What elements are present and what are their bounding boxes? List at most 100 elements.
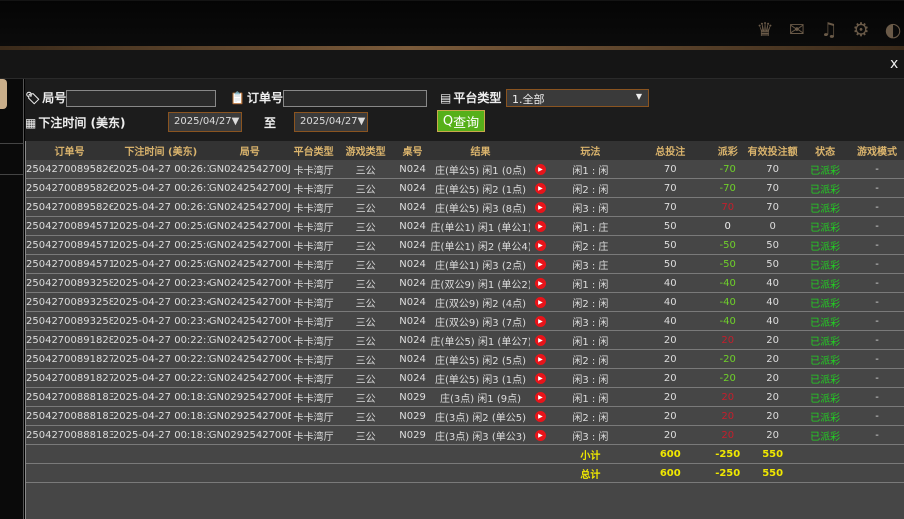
valid-bet-cell: 70	[766, 163, 780, 175]
valid-bet-cell: 50	[766, 239, 780, 251]
bet-type-cell: 闲3 : 闲	[572, 431, 609, 443]
total-bet-cell: 50	[663, 220, 677, 232]
replay-button[interactable]: ▶	[530, 410, 550, 422]
total-bet-cell: 20	[663, 372, 677, 384]
round-input[interactable]	[66, 90, 216, 107]
date-to-select[interactable]: 2025/04/27▼	[294, 112, 368, 132]
settings-icon[interactable]: ⚙	[852, 19, 870, 41]
close-button[interactable]: x	[890, 56, 899, 72]
query-button[interactable]: Q 查询	[437, 110, 485, 132]
order-id-cell: 250427008932585	[26, 296, 113, 308]
platform-cell: 卡卡湾厅	[293, 431, 334, 443]
play-icon: ▶	[534, 183, 546, 194]
replay-button[interactable]: ▶	[530, 201, 550, 213]
more-icon[interactable]: ◐	[884, 19, 902, 41]
total-bet-cell: 40	[663, 315, 677, 327]
bet-time-cell: 2025-04-27 00:22:14	[112, 372, 209, 384]
clipboard-icon: 📋	[230, 90, 245, 105]
table-id-cell: N024	[399, 182, 426, 194]
vip-icon[interactable]: ♛	[756, 19, 774, 41]
order-id-cell: 250427008918279	[26, 353, 113, 365]
search-icon: Q	[442, 113, 454, 129]
platform-cell: 卡卡湾厅	[293, 374, 334, 386]
status-cell: 已派彩	[810, 412, 841, 424]
replay-button[interactable]: ▶	[530, 391, 550, 403]
round-id-cell: GN0292542700E	[208, 429, 291, 441]
play-icon: ▶	[534, 430, 546, 441]
game-type-cell: 三公	[355, 374, 376, 386]
column-header: 游戏模式	[857, 147, 898, 158]
total-bet-cell: 20	[663, 353, 677, 365]
replay-button[interactable]: ▶	[530, 372, 550, 384]
replay-button[interactable]: ▶	[530, 220, 550, 232]
bet-time-cell: 2025-04-27 00:23:41	[112, 277, 209, 289]
bet-time-cell: 2025-04-27 00:26:16	[112, 182, 209, 194]
music-icon[interactable]: ♫	[820, 19, 838, 41]
replay-button[interactable]: ▶	[530, 258, 550, 270]
column-header: 游戏类型	[345, 147, 386, 158]
replay-button[interactable]: ▶	[530, 239, 550, 251]
result-cell: 庄(3点) 闲3 (单公3)	[434, 431, 527, 443]
total-bet-cell: 70	[663, 182, 677, 194]
valid-bet-cell: 40	[766, 277, 780, 289]
platform-cell: 卡卡湾厅	[293, 393, 334, 405]
replay-button[interactable]: ▶	[530, 296, 550, 308]
column-header: 结果	[470, 147, 491, 158]
play-icon: ▶	[534, 297, 546, 308]
table-id-cell: N024	[399, 334, 426, 346]
replay-button[interactable]: ▶	[530, 315, 550, 327]
table-row: 250427008918279 2025-04-27 00:22:14 GN0242…	[26, 350, 904, 369]
query-label: 查询	[453, 115, 480, 131]
game-mode-cell: -	[875, 239, 879, 251]
status-cell: 已派彩	[810, 336, 841, 348]
table-id-cell: N024	[399, 239, 426, 251]
divider	[0, 46, 904, 50]
replay-button[interactable]: ▶	[530, 334, 550, 346]
bet-time-cell: 2025-04-27 00:25:01	[112, 220, 209, 232]
total-valid-bet: 550	[762, 467, 784, 479]
bet-time-cell: 2025-04-27 00:22:14	[112, 334, 209, 346]
game-type-cell: 三公	[355, 222, 376, 234]
order-id-cell: 250427008932584	[26, 315, 113, 327]
game-mode-cell: -	[875, 315, 879, 327]
bet-type-cell: 闲1 : 闲	[572, 393, 609, 405]
result-cell: 庄(单公1) 闲3 (2点)	[434, 260, 527, 272]
sidebar-tab[interactable]	[0, 79, 7, 109]
subtotal-label: 小计	[580, 450, 601, 462]
calendar-icon: ▦	[25, 115, 37, 130]
result-cell: 庄(单公5) 闲1 (0点)	[434, 165, 527, 177]
valid-bet-cell: 70	[766, 182, 780, 194]
total-bet-cell: 40	[663, 277, 677, 289]
list-icon: ▤	[440, 90, 452, 105]
date-from-select[interactable]: 2025/04/27▼	[168, 112, 242, 132]
play-icon: ▶	[534, 259, 546, 270]
total-label: 总计	[580, 469, 601, 481]
status-cell: 已派彩	[810, 222, 841, 234]
replay-button[interactable]: ▶	[530, 163, 550, 175]
replay-button[interactable]: ▶	[530, 429, 550, 441]
column-header: 状态	[815, 147, 836, 158]
replay-button[interactable]: ▶	[530, 277, 550, 289]
game-type-cell: 三公	[355, 412, 376, 424]
table-row: 250427008881831 2025-04-27 00:18:32 GN0292…	[26, 407, 904, 426]
status-cell: 已派彩	[810, 165, 841, 177]
round-id-cell: GN0242542700H	[208, 296, 291, 308]
valid-bet-cell: 0	[769, 220, 776, 232]
order-input[interactable]	[283, 90, 427, 107]
total-bet-cell: 70	[663, 201, 677, 213]
play-icon: ▶	[534, 392, 546, 403]
result-cell: 庄(双公9) 闲3 (7点)	[434, 317, 527, 329]
order-id-cell: 250427008881831	[26, 410, 113, 422]
status-cell: 已派彩	[810, 374, 841, 386]
replay-button[interactable]: ▶	[530, 353, 550, 365]
payout-cell: 70	[721, 201, 735, 213]
round-id-cell: GN0242542700G	[208, 334, 291, 346]
game-type-cell: 三公	[355, 203, 376, 215]
table-id-cell: N024	[399, 163, 426, 175]
order-id-cell: 250427008958260	[26, 201, 113, 213]
chat-icon[interactable]: ✉	[789, 19, 805, 41]
replay-button[interactable]: ▶	[530, 182, 550, 194]
bet-type-cell: 闲2 : 闲	[572, 298, 609, 310]
platform-select[interactable]: 1.全部 ▼	[506, 89, 649, 107]
status-cell: 已派彩	[810, 298, 841, 310]
